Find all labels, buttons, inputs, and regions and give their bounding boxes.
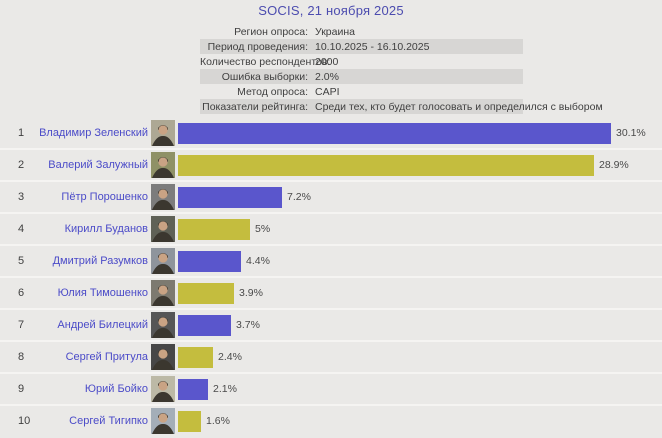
meta-row: Период проведения: 10.10.2025 - 16.10.202… — [200, 39, 523, 54]
rating-value-label: 30.1% — [616, 127, 646, 139]
rating-value-label: 5% — [255, 223, 271, 235]
bar-track: 4.4% — [178, 246, 660, 276]
candidate-name: Пётр Порошенко — [61, 191, 148, 203]
page-title: SOCIS, 21 ноября 2025 — [258, 3, 404, 18]
rating-value-label: 2.4% — [218, 351, 242, 363]
candidate-name: Юлия Тимошенко — [57, 287, 148, 299]
rating-bar — [178, 410, 201, 432]
rating-bar — [178, 346, 213, 368]
candidate-name: Владимир Зеленский — [39, 127, 148, 139]
meta-label: Регион опроса: — [234, 25, 308, 38]
candidate-name: Кирилл Буданов — [64, 223, 148, 235]
candidate-row: 7 Андрей Билецкий 3.7% — [0, 310, 662, 342]
poll-metadata-table: Регион опроса: Украина Период проведения: 1… — [200, 24, 603, 114]
rating-bar — [178, 186, 282, 208]
rank-number: 5 — [18, 255, 25, 267]
meta-value: Среди тех, кто будет голосовать и опреде… — [315, 100, 603, 113]
candidate-name: Юрий Бойко — [84, 383, 148, 395]
meta-row: Метод опроса: CAPI — [200, 84, 523, 99]
candidate-photo — [151, 120, 175, 146]
meta-value: 2000 — [315, 55, 339, 68]
rank-number: 2 — [18, 159, 25, 171]
rating-bar — [178, 122, 611, 144]
bar-track: 2.1% — [178, 374, 660, 404]
bar-track: 28.9% — [178, 150, 660, 180]
candidate-name: Сергей Притула — [65, 351, 148, 363]
meta-row: Количество респондентов: 2000 — [200, 54, 523, 69]
candidate-photo — [151, 312, 175, 338]
candidate-photo — [151, 408, 175, 434]
candidate-row: 8 Сергей Притула 2.4% — [0, 342, 662, 374]
rating-bar — [178, 378, 208, 400]
bar-track: 3.7% — [178, 310, 660, 340]
rating-value-label: 2.1% — [213, 383, 237, 395]
bar-track: 2.4% — [178, 342, 660, 372]
candidate-name: Валерий Залужный — [48, 159, 148, 171]
rating-value-label: 7.2% — [287, 191, 311, 203]
candidate-row: 9 Юрий Бойко 2.1% — [0, 374, 662, 406]
candidate-photo — [151, 184, 175, 210]
rating-value-label: 3.7% — [236, 319, 260, 331]
meta-value: 2.0% — [315, 70, 339, 83]
candidate-row: 4 Кирилл Буданов 5% — [0, 214, 662, 246]
candidate-photo — [151, 216, 175, 242]
rating-value-label: 3.9% — [239, 287, 263, 299]
rank-number: 4 — [18, 223, 25, 235]
candidate-row: 10 Сергей Тигипко 1.6% — [0, 406, 662, 438]
rating-bar — [178, 154, 594, 176]
rating-bar — [178, 218, 250, 240]
candidate-name: Дмитрий Разумков — [52, 255, 148, 267]
bar-track: 3.9% — [178, 278, 660, 308]
candidate-row: 5 Дмитрий Разумков 4.4% — [0, 246, 662, 278]
rank-number: 10 — [18, 415, 31, 427]
candidate-name: Андрей Билецкий — [57, 319, 148, 331]
rating-bar — [178, 314, 231, 336]
rating-bar — [178, 250, 241, 272]
bar-track: 7.2% — [178, 182, 660, 212]
candidate-row: 1 Владимир Зеленский 30.1% — [0, 118, 662, 150]
candidate-photo — [151, 280, 175, 306]
rank-number: 8 — [18, 351, 25, 363]
rating-value-label: 28.9% — [599, 159, 629, 171]
meta-row: Регион опроса: Украина — [200, 24, 523, 39]
meta-value: 10.10.2025 - 16.10.2025 — [315, 40, 430, 53]
candidate-row: 3 Пётр Порошенко 7.2% — [0, 182, 662, 214]
rank-number: 9 — [18, 383, 25, 395]
meta-label: Метод опроса: — [237, 85, 308, 98]
bar-track: 1.6% — [178, 406, 660, 436]
meta-row: Показатели рейтинга: Среди тех, кто будет… — [200, 99, 603, 114]
rank-number: 6 — [18, 287, 25, 299]
meta-value: CAPI — [315, 85, 340, 98]
meta-label: Показатели рейтинга: — [202, 100, 308, 113]
bar-track: 5% — [178, 214, 660, 244]
bar-track: 30.1% — [178, 118, 660, 148]
rating-bar — [178, 282, 234, 304]
rating-bar-chart: 1 Владимир Зеленский 30.1% 2 Валерий Залужны… — [0, 118, 662, 438]
candidate-photo — [151, 376, 175, 402]
rank-number: 3 — [18, 191, 25, 203]
candidate-name: Сергей Тигипко — [69, 415, 148, 427]
meta-value: Украина — [315, 25, 355, 38]
candidate-photo — [151, 248, 175, 274]
meta-label: Ошибка выборки: — [221, 70, 308, 83]
rank-number: 1 — [18, 127, 25, 139]
rating-value-label: 4.4% — [246, 255, 270, 267]
meta-label: Период проведения: — [207, 40, 308, 53]
candidate-row: 6 Юлия Тимошенко 3.9% — [0, 278, 662, 310]
rating-value-label: 1.6% — [206, 415, 230, 427]
candidate-row: 2 Валерий Залужный 28.9% — [0, 150, 662, 182]
candidate-photo — [151, 152, 175, 178]
rank-number: 7 — [18, 319, 25, 331]
meta-row: Ошибка выборки: 2.0% — [200, 69, 523, 84]
candidate-photo — [151, 344, 175, 370]
meta-label: Количество респондентов: — [200, 55, 331, 68]
